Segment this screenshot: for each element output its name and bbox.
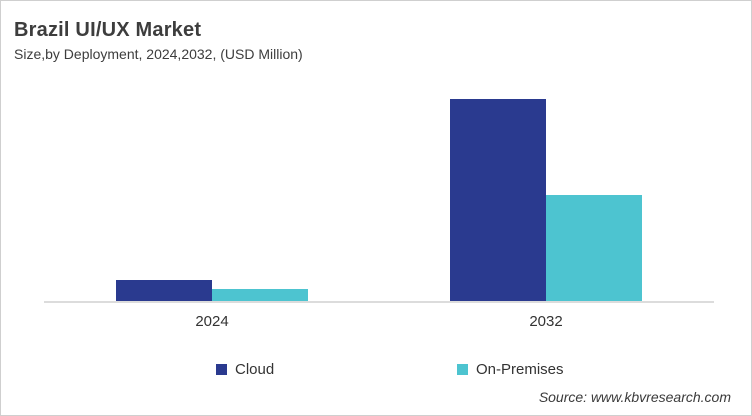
- plot-area: [44, 93, 714, 303]
- x-axis-tick-2024: 2024: [195, 313, 229, 330]
- legend-item-cloud: Cloud: [216, 361, 274, 378]
- bar-2024-cloud: [116, 280, 212, 301]
- cloud-legend-swatch-icon: [216, 364, 227, 375]
- legend-item-on-premises: On-Premises: [457, 361, 564, 378]
- bar-2024-on-premises: [212, 289, 308, 301]
- on-premises-legend-swatch-icon: [457, 364, 468, 375]
- bar-2032-cloud: [450, 99, 546, 301]
- legend-label-on-premises: On-Premises: [476, 361, 564, 378]
- legend-label-cloud: Cloud: [235, 361, 275, 378]
- source-credit: Source: www.kbvresearch.com: [538, 389, 731, 405]
- bar-2032-on-premises: [546, 195, 642, 301]
- chart-title: Brazil UI/UX Market: [14, 19, 202, 41]
- chart-subtitle: Size,by Deployment, 2024,2032, (USD Mill…: [14, 46, 303, 62]
- x-axis-tick-2032: 2032: [529, 313, 563, 330]
